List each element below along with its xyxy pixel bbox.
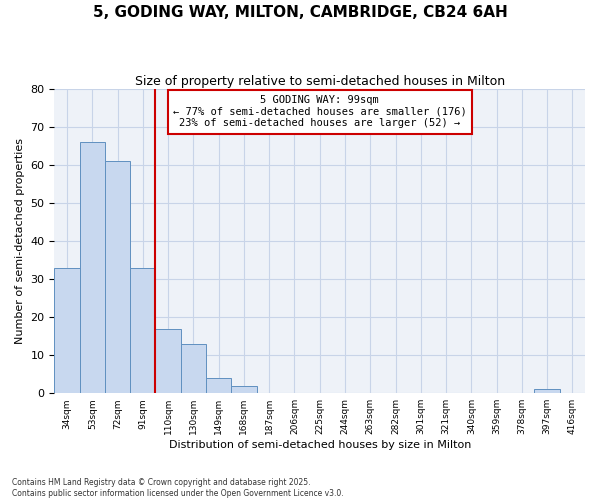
Bar <box>155 328 181 393</box>
Text: Contains HM Land Registry data © Crown copyright and database right 2025.
Contai: Contains HM Land Registry data © Crown c… <box>12 478 344 498</box>
Bar <box>231 386 257 393</box>
Bar <box>105 162 130 393</box>
Bar <box>206 378 231 393</box>
Title: Size of property relative to semi-detached houses in Milton: Size of property relative to semi-detach… <box>134 75 505 88</box>
Bar <box>181 344 206 393</box>
Bar <box>535 390 560 393</box>
Bar <box>130 268 155 393</box>
Bar <box>80 142 105 393</box>
Text: 5 GODING WAY: 99sqm
← 77% of semi-detached houses are smaller (176)
23% of semi-: 5 GODING WAY: 99sqm ← 77% of semi-detach… <box>173 95 467 128</box>
Text: 5, GODING WAY, MILTON, CAMBRIDGE, CB24 6AH: 5, GODING WAY, MILTON, CAMBRIDGE, CB24 6… <box>92 5 508 20</box>
Bar <box>55 268 80 393</box>
X-axis label: Distribution of semi-detached houses by size in Milton: Distribution of semi-detached houses by … <box>169 440 471 450</box>
Y-axis label: Number of semi-detached properties: Number of semi-detached properties <box>15 138 25 344</box>
